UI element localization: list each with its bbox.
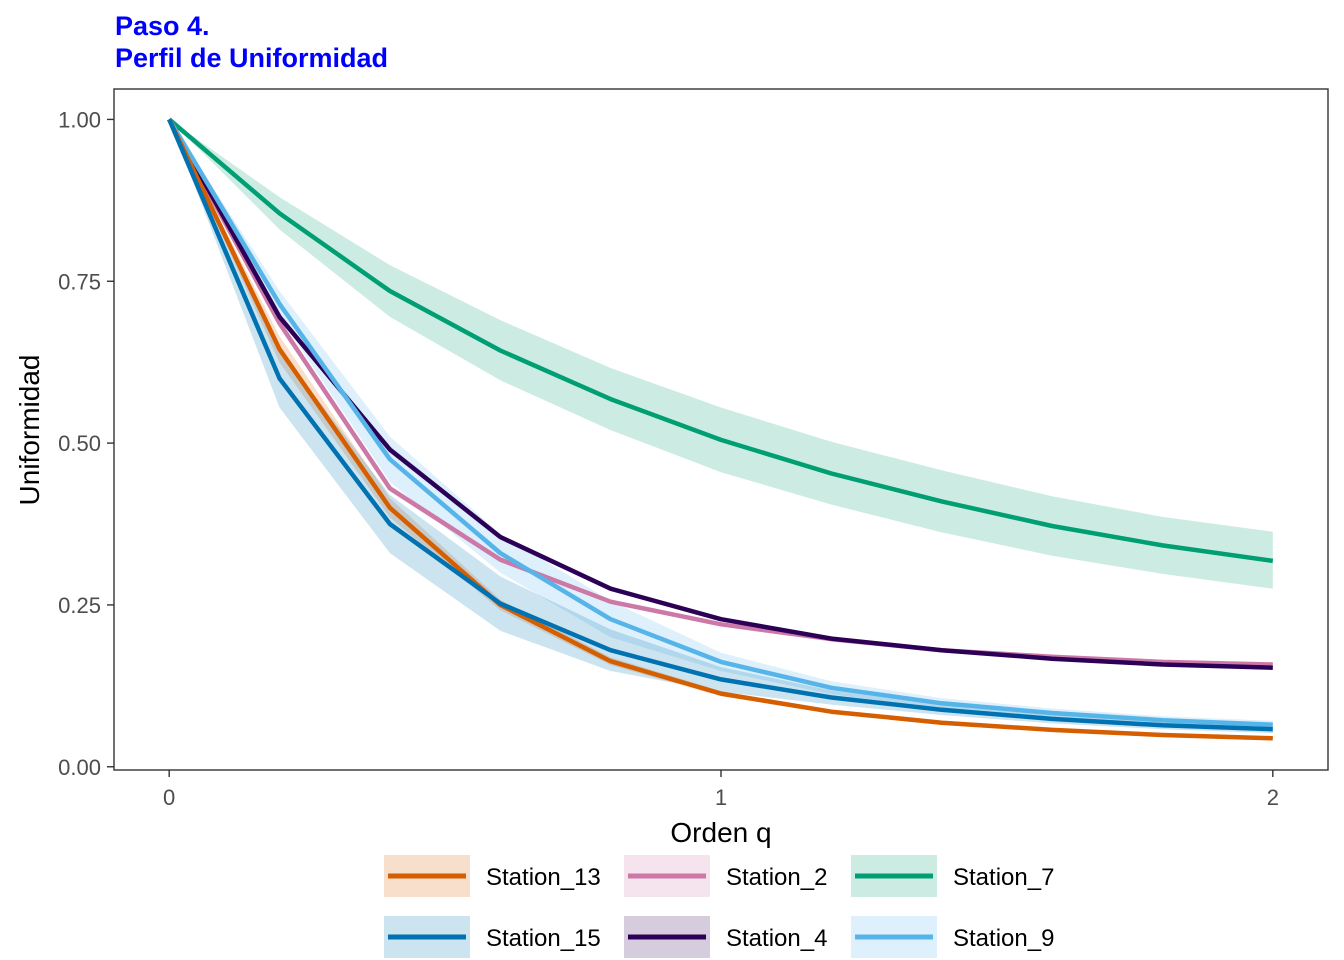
legend-item-station-4: Station_4: [624, 916, 827, 958]
legend-label: Station_7: [953, 864, 1054, 891]
line-station-15: [167, 118, 1273, 732]
band-station-7: [169, 119, 1273, 589]
legend-item-station-9: Station_9: [851, 916, 1054, 958]
y-tick-label: 0.00: [58, 755, 101, 780]
chart-title-line-2: Perfil de Uniformidad: [115, 43, 388, 73]
legend-label: Station_13: [486, 864, 601, 891]
legend-label: Station_2: [726, 864, 827, 891]
x-axis: 0 1 2: [163, 770, 1279, 810]
legend-item-station-2: Station_2: [624, 855, 827, 897]
legend-label: Station_15: [486, 925, 601, 952]
legend: Station_13 Station_2 Station_7 Station_15 St…: [384, 855, 1054, 958]
confidence-bands: [169, 119, 1273, 740]
y-tick-label: 0.50: [58, 431, 101, 456]
x-tick-label: 1: [715, 785, 727, 810]
legend-label: Station_9: [953, 925, 1054, 952]
series-lines: [167, 117, 1274, 741]
x-axis-title: Orden q: [670, 817, 771, 848]
legend-item-station-13: Station_13: [384, 855, 601, 897]
legend-label: Station_4: [726, 925, 827, 952]
legend-item-station-7: Station_7: [851, 855, 1054, 897]
legend-item-station-15: Station_15: [384, 916, 601, 958]
band-station-15: [169, 119, 1273, 734]
y-axis-title: Uniformidad: [14, 355, 45, 506]
y-tick-label: 1.00: [58, 107, 101, 132]
chart-title-line-1: Paso 4.: [115, 11, 210, 41]
line-station-9: [167, 118, 1273, 727]
y-axis: 0.00 0.25 0.50 0.75 1.00: [58, 107, 114, 780]
x-tick-label: 0: [163, 785, 175, 810]
y-tick-label: 0.75: [58, 269, 101, 294]
line-station-13: [167, 118, 1273, 741]
y-tick-label: 0.25: [58, 593, 101, 618]
line-station-7: [167, 117, 1274, 564]
x-tick-label: 2: [1267, 785, 1279, 810]
